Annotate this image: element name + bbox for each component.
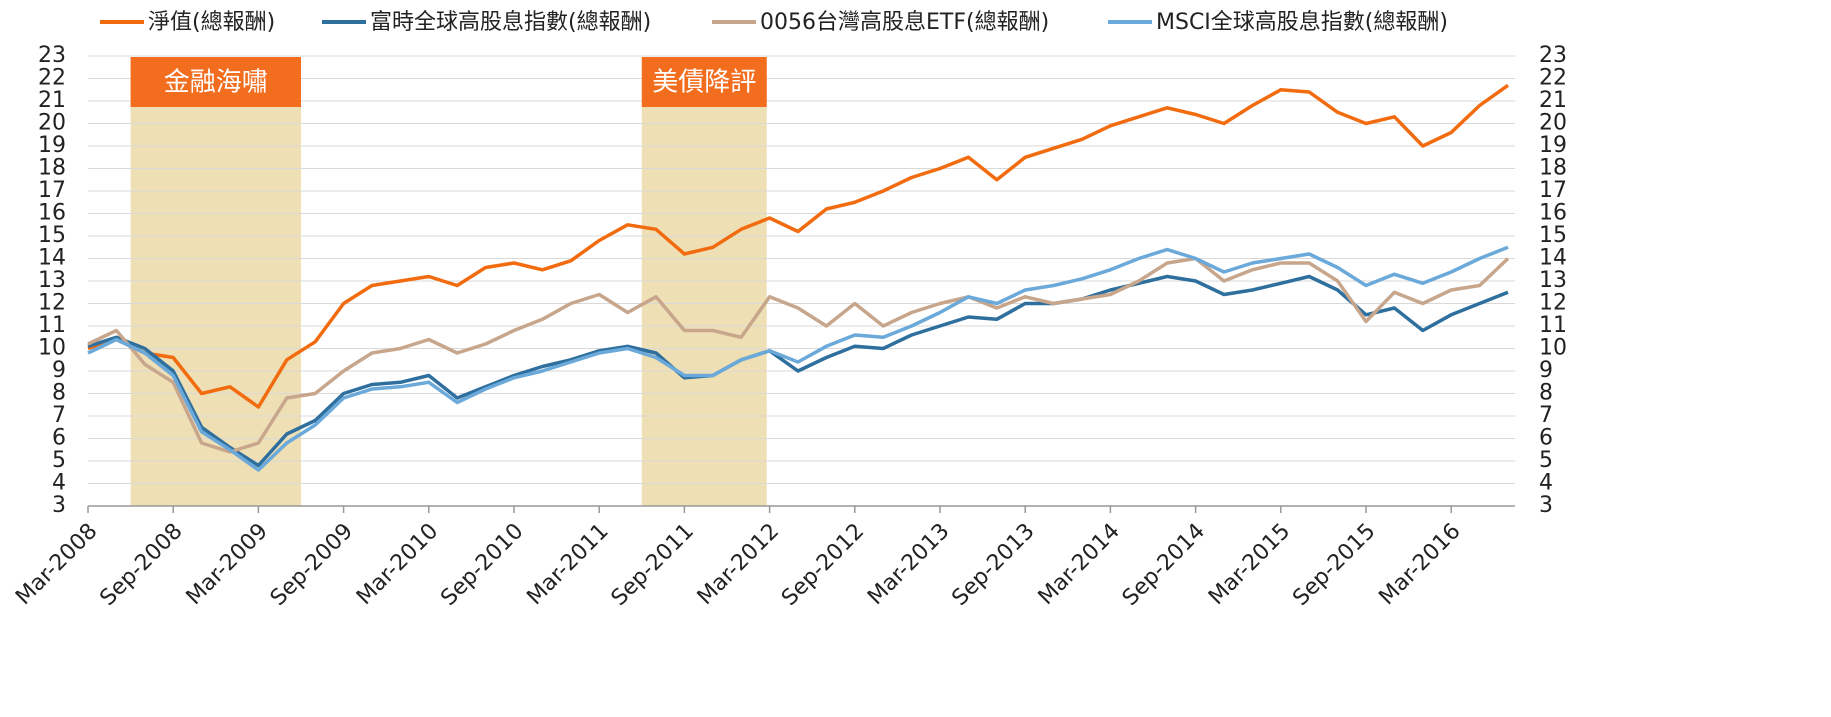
series-line [87,256,1510,454]
y-tick-label: 9 [52,358,66,383]
x-tick-label: Mar-2015 [1204,519,1295,610]
y2-tick-label: 11 [1539,313,1567,338]
x-tick-label: Sep-2015 [1288,519,1380,611]
y2-tick-label: 22 [1539,66,1567,91]
band-label: 金融海嘯 [164,68,268,98]
y-tick-label: 22 [38,66,66,91]
legend-label: MSCI全球高股息指數(總報酬) [1156,10,1448,35]
y-tick-label: 3 [52,493,66,518]
y-tick-label: 14 [38,246,66,271]
y2-tick-label: 23 [1539,43,1567,68]
y2-tick-label: 17 [1539,178,1567,203]
y-tick-label: 12 [38,291,66,316]
y2-tick-label: 9 [1539,358,1553,383]
y2-tick-label: 20 [1539,111,1567,136]
x-tick-label: Mar-2008 [11,519,102,610]
y-tick-label: 13 [38,268,66,293]
x-tick-label: Sep-2008 [95,519,187,611]
band-label-box [641,57,767,107]
legend-label: 0056台灣高股息ETF(總報酬) [760,10,1049,35]
y2-tick-label: 3 [1539,493,1553,518]
y2-tick-label: 21 [1539,88,1567,113]
x-tick-label: Mar-2009 [182,519,273,610]
y2-tick-label: 7 [1539,403,1553,428]
y-tick-label: 4 [52,471,66,496]
x-tick-label: Mar-2014 [1034,519,1125,610]
highlight-band [130,64,301,506]
y2-tick-label: 12 [1539,291,1567,316]
series-line [87,245,1509,472]
x-tick-label: Sep-2009 [266,519,358,611]
y2-tick-label: 13 [1539,268,1567,293]
y-tick-label: 20 [38,111,66,136]
x-tick-label: Mar-2010 [352,519,443,610]
x-tick-label: Sep-2011 [607,519,699,611]
y-tick-label: 21 [38,88,66,113]
x-tick-label: Mar-2011 [522,519,613,610]
highlight-band [641,64,767,506]
y2-tick-label: 4 [1539,471,1553,496]
series-line [87,274,1509,468]
y-tick-label: 15 [38,223,66,248]
y2-tick-label: 14 [1539,246,1567,271]
legend-label: 富時全球高股息指數(總報酬) [370,10,651,35]
y2-tick-label: 8 [1539,381,1553,406]
y2-tick-label: 6 [1539,426,1553,451]
x-tick-label: Sep-2010 [436,519,528,611]
y-tick-label: 8 [52,381,66,406]
y-tick-label: 23 [38,43,66,68]
x-tick-label: Sep-2012 [777,519,869,611]
y-tick-label: 17 [38,178,66,203]
y2-tick-label: 18 [1539,156,1567,181]
y-tick-label: 18 [38,156,66,181]
y2-tick-label: 5 [1539,448,1553,473]
x-tick-label: Mar-2013 [863,519,954,610]
y-tick-label: 16 [38,201,66,226]
y2-tick-label: 19 [1539,133,1567,158]
x-tick-label: Mar-2012 [693,519,784,610]
y-tick-label: 6 [52,426,66,451]
y-tick-label: 5 [52,448,66,473]
series-line [87,83,1510,409]
y2-tick-label: 15 [1539,223,1567,248]
band-label-box [130,57,301,107]
y2-tick-label: 10 [1539,336,1567,361]
x-tick-label: Sep-2013 [947,519,1039,611]
y-tick-label: 11 [38,313,66,338]
x-tick-label: Mar-2016 [1374,519,1465,610]
y-tick-label: 10 [38,336,66,361]
band-label: 美債降評 [652,68,756,98]
x-tick-label: Sep-2014 [1118,519,1210,611]
y2-tick-label: 16 [1539,201,1567,226]
y-tick-label: 7 [52,403,66,428]
y-tick-label: 19 [38,133,66,158]
legend-label: 淨值(總報酬) [148,10,275,35]
